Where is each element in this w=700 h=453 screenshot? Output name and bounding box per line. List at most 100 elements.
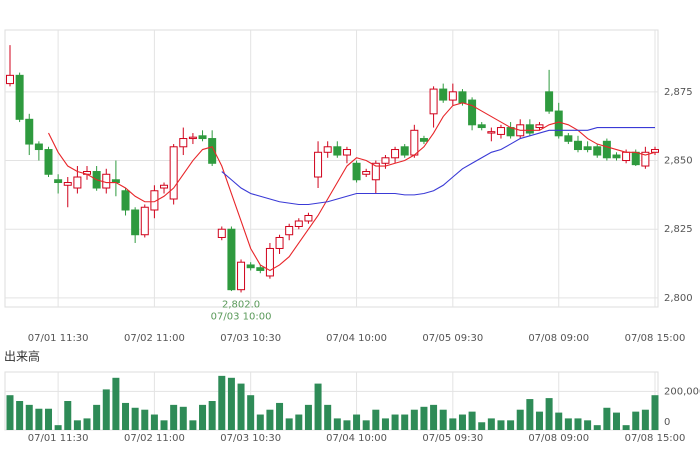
y-tick-label: 2,825 (664, 224, 693, 235)
volume-bar (478, 422, 486, 430)
volume-bar (545, 398, 553, 430)
volume-bar (381, 418, 389, 430)
x-tick-label: 07/04 10:00 (326, 333, 387, 344)
candle-body (44, 149, 53, 175)
annotation-time: 07/03 10:00 (211, 311, 272, 322)
volume-bar (612, 412, 620, 430)
volume-bar (256, 414, 264, 430)
candle-body (227, 228, 236, 291)
candle-body (333, 146, 342, 156)
volume-bar (507, 420, 515, 430)
volume-title: 出来高 (4, 349, 40, 364)
volume-bar (247, 395, 255, 430)
candle-body (285, 225, 294, 236)
volume-bar (420, 406, 428, 430)
x-tick-label: 07/04 10:00 (326, 433, 387, 444)
candle-body (217, 228, 226, 238)
candle-body (294, 220, 303, 227)
candle-body (237, 261, 246, 291)
volume-bar (603, 407, 611, 430)
volume-bar (651, 395, 659, 430)
candle-body (641, 151, 650, 167)
volume-bar (25, 404, 33, 430)
volume-bar (343, 420, 351, 430)
volume-bar (45, 408, 53, 430)
candle-body (169, 146, 178, 200)
candle-body (525, 124, 534, 134)
volume-bar (353, 414, 361, 430)
candle-body (54, 179, 63, 184)
x-tick-label: 07/02 11:00 (124, 433, 185, 444)
candle-body (371, 162, 380, 181)
candle-body (362, 171, 371, 175)
volume-bar (208, 401, 216, 430)
price-panel (4, 29, 659, 308)
candle-body (419, 138, 428, 142)
candle-body (275, 236, 284, 249)
candle-body (429, 88, 438, 115)
candle-body (439, 88, 448, 101)
volume-bar (218, 375, 226, 430)
x-tick-label: 07/08 09:00 (528, 333, 589, 344)
moving-average-line (221, 127, 655, 206)
candle-body (73, 176, 82, 189)
volume-bar (362, 420, 370, 430)
volume-bar (593, 425, 601, 430)
volume-bar (131, 407, 139, 430)
volume-bar (93, 404, 101, 430)
candle-body (468, 99, 477, 126)
y-tick-label: 0 (664, 417, 670, 428)
candle-body (131, 209, 140, 236)
volume-bar (64, 401, 72, 430)
candle-body (631, 151, 640, 166)
volume-bar (54, 425, 62, 430)
candle-body (622, 151, 631, 162)
candle-body (188, 136, 197, 140)
volume-bar (324, 404, 332, 430)
volume-bar (632, 411, 640, 430)
candle-body (160, 184, 169, 189)
candle-body (304, 214, 313, 222)
volume-bar (237, 383, 245, 430)
candle-body (651, 149, 659, 153)
volume-bar (160, 420, 168, 430)
volume-bar (468, 411, 476, 430)
candle-body (381, 157, 390, 164)
candle-body (487, 131, 496, 134)
candle-body (6, 74, 14, 85)
volume-bar (304, 404, 312, 430)
candle-body (564, 135, 573, 142)
volume-bar (401, 414, 409, 430)
candle-body (342, 149, 351, 156)
x-tick-label: 07/05 09:30 (422, 333, 483, 344)
volume-bar (333, 418, 341, 430)
volume-bar (526, 399, 534, 430)
y-tick-label: 2,875 (664, 87, 693, 98)
x-tick-label: 07/03 10:30 (220, 333, 281, 344)
volume-bar (430, 404, 438, 430)
x-tick-label: 07/08 15:00 (625, 333, 686, 344)
candle-body (102, 173, 111, 189)
volume-bar (179, 406, 187, 430)
candle-body (583, 146, 592, 151)
volume-bar (189, 420, 197, 430)
volume-bar (574, 418, 582, 430)
volume-bar (622, 425, 630, 430)
candle-body (391, 149, 400, 159)
volume-bar (584, 420, 592, 430)
candle-body (593, 146, 602, 156)
candle-body (352, 162, 361, 181)
candle-body (535, 124, 544, 129)
volume-bar (535, 411, 543, 430)
volume-bar (449, 418, 457, 430)
y-tick-label: 200,000 (664, 386, 700, 397)
volume-bar (102, 389, 110, 430)
y-tick-label: 2,850 (664, 156, 693, 167)
volume-bar (285, 418, 293, 430)
volume-bar (314, 383, 322, 430)
candle-body (496, 127, 505, 135)
volume-bar (497, 420, 505, 430)
moving-average-line (48, 102, 656, 272)
volume-bar (73, 420, 81, 430)
candle-body (554, 110, 563, 137)
